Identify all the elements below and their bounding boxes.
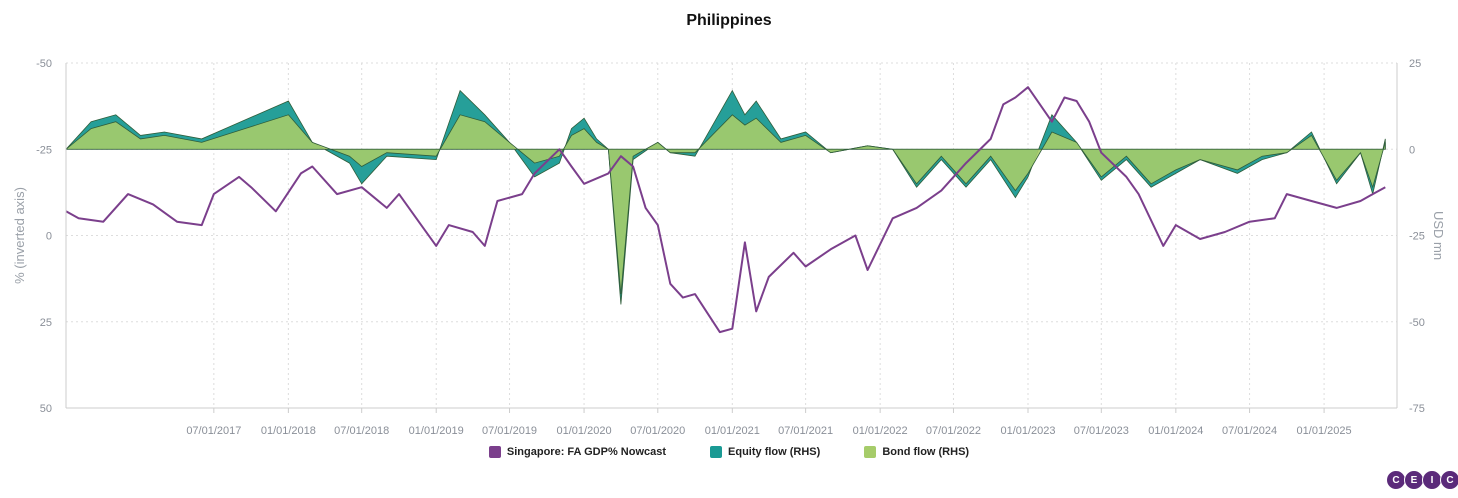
x-tick-label: 01/01/2023: [1000, 425, 1055, 437]
legend-label-nowcast: Singapore: FA GDP% Nowcast: [506, 446, 667, 458]
x-tick-label: 07/01/2024: [1222, 425, 1277, 437]
x-tick-label: 07/01/2021: [778, 425, 833, 437]
legend: Singapore: FA GDP% Nowcast Equity flow (…: [0, 446, 1458, 458]
legend-swatch-bond: [864, 446, 877, 458]
x-tick-label: 07/01/2020: [630, 425, 685, 437]
bond-flow-area: [65, 114, 1386, 295]
y-right-axis-title: USD mn: [1431, 211, 1446, 260]
legend-item-nowcast[interactable]: Singapore: FA GDP% Nowcast: [488, 446, 667, 458]
x-tick-label: 01/01/2020: [557, 425, 612, 437]
y-left-tick-label: 50: [40, 403, 52, 415]
legend-swatch-equity: [710, 446, 723, 458]
y-left-tick-label: -25: [36, 144, 52, 156]
y-left-tick-label: -50: [36, 58, 52, 70]
axes: -50 -25 0 25 50 25 0 -25 -50 -75 07/01/2017 01/01/2…: [12, 58, 1446, 437]
x-tick-label: 07/01/2017: [186, 425, 241, 437]
chart-title: Philippines: [686, 12, 772, 29]
y-right-tick-label: -75: [1409, 403, 1425, 415]
x-tick-label: 07/01/2018: [334, 425, 389, 437]
legend-item-bond[interactable]: Bond flow (RHS): [864, 446, 969, 458]
nowcast-line: [65, 86, 1386, 334]
flow-areas: [65, 89, 1386, 305]
x-tick-label: 01/01/2022: [853, 425, 908, 437]
logo-letter: E: [1404, 470, 1424, 490]
legend-label-equity: Equity flow (RHS): [728, 446, 821, 458]
y-right-tick-label: 25: [1409, 58, 1421, 70]
legend-swatch-nowcast: [488, 446, 501, 458]
x-tick-label: 07/01/2023: [1074, 425, 1129, 437]
y-right-tick-label: -50: [1409, 317, 1425, 329]
x-tick-label: 01/01/2019: [409, 425, 464, 437]
logo-letter: C: [1440, 470, 1458, 490]
y-left-tick-label: 25: [40, 317, 52, 329]
legend-label-bond: Bond flow (RHS): [882, 446, 970, 458]
logo-letter: I: [1422, 470, 1442, 490]
series-lines: [65, 86, 1386, 334]
ceic-logo: C E I C: [1386, 470, 1458, 490]
logo-letter: C: [1386, 470, 1406, 490]
x-tick-label: 01/01/2021: [705, 425, 760, 437]
y-right-tick-label: 0: [1409, 144, 1415, 156]
y-left-axis-title: % (inverted axis): [12, 187, 27, 284]
x-tick-label: 07/01/2019: [482, 425, 537, 437]
x-tick-label: 01/01/2025: [1297, 425, 1352, 437]
legend-item-equity[interactable]: Equity flow (RHS): [710, 446, 820, 458]
x-tick-label: 01/01/2018: [261, 425, 316, 437]
y-left-tick-label: 0: [46, 231, 52, 243]
x-tick-label: 07/01/2022: [926, 425, 981, 437]
y-right-tick-label: -25: [1409, 231, 1425, 243]
x-tick-label: 01/01/2024: [1148, 425, 1203, 437]
